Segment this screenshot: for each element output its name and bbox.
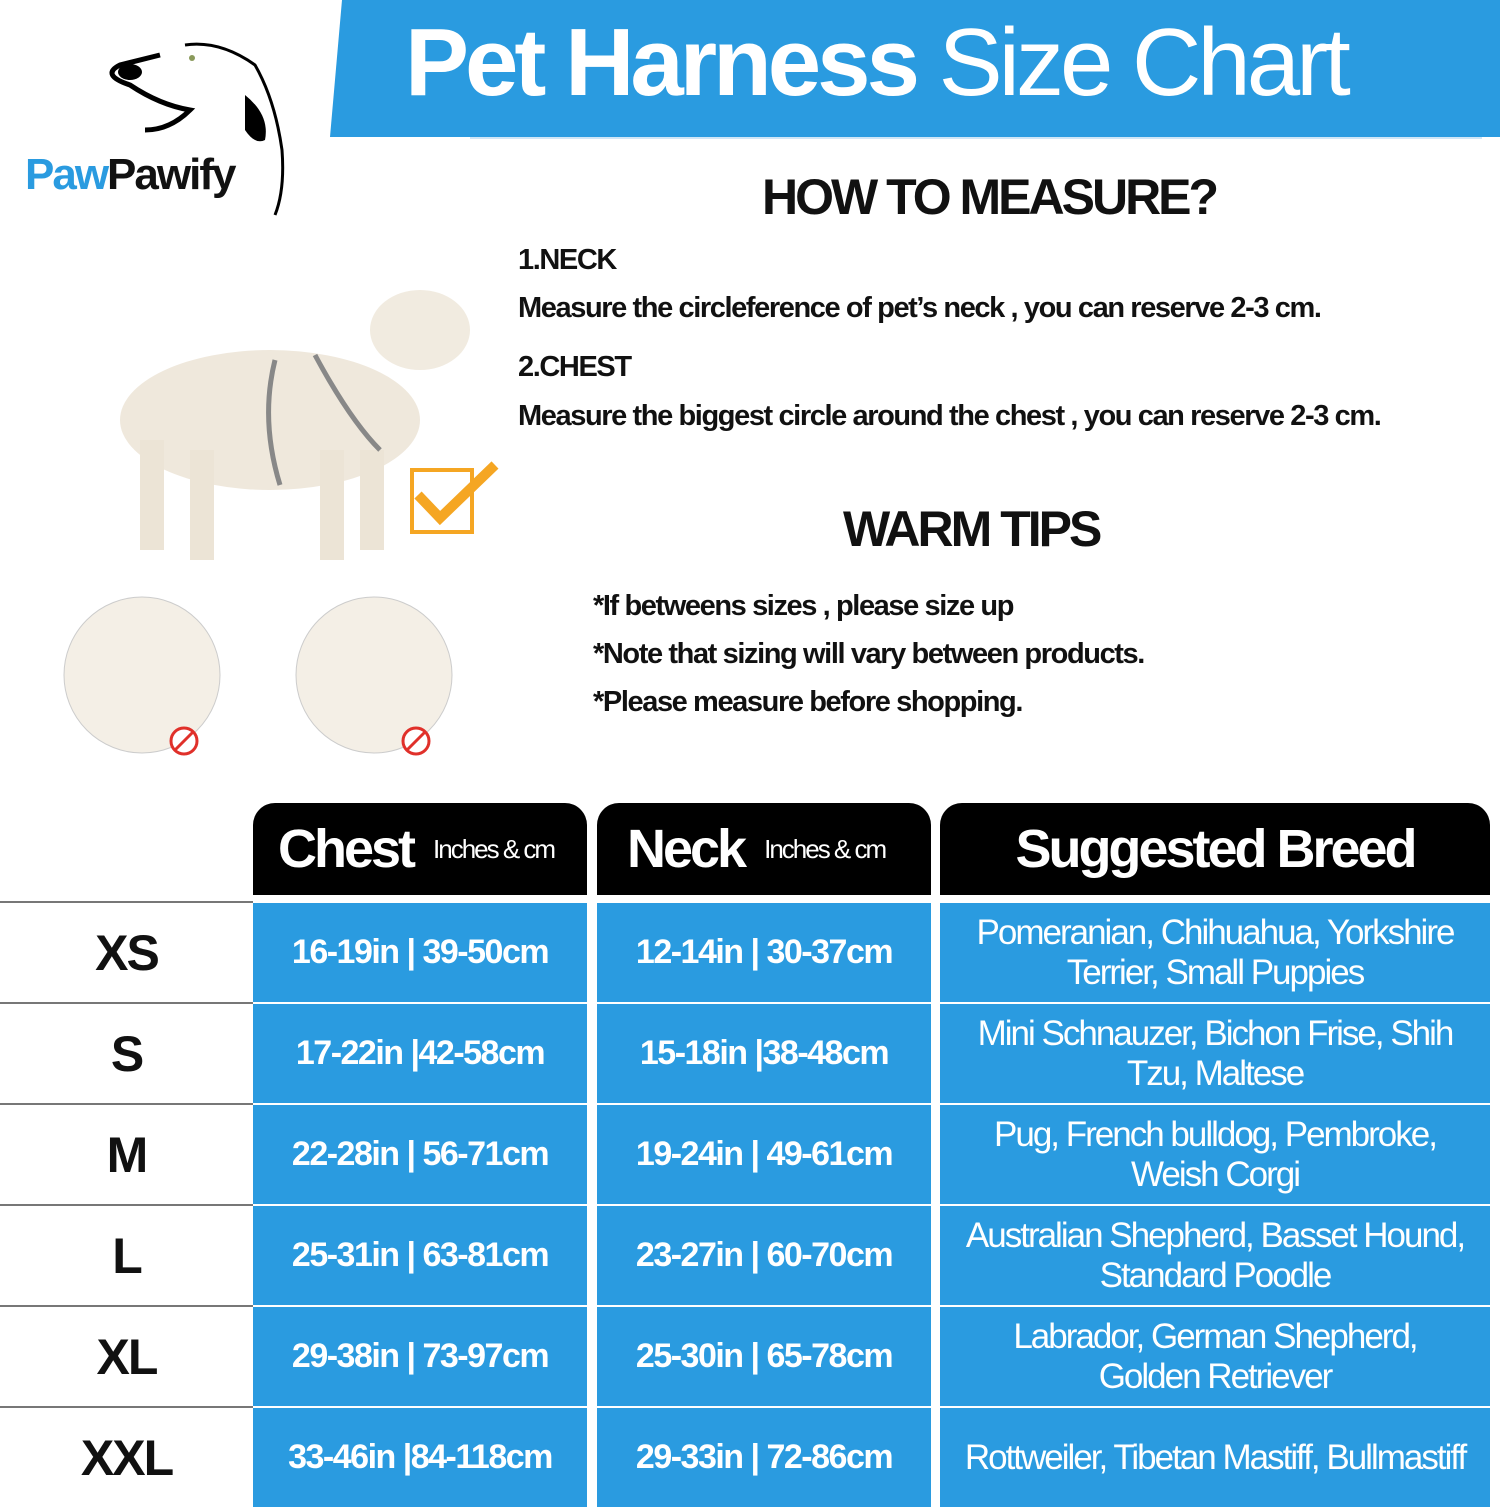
neck-text: Measure the circleference of pet’s neck … xyxy=(518,292,1322,324)
tip: *Please measure before shopping. xyxy=(593,686,1023,718)
chest-cell: 25-31in | 63-81cm xyxy=(253,1206,587,1305)
size-label: L xyxy=(0,1204,253,1305)
title-bold: Pet Harness xyxy=(405,9,920,116)
size-label: S xyxy=(0,1002,253,1103)
neck-header-label: Neck xyxy=(627,819,747,879)
breed-header-label: Suggested Breed xyxy=(1015,819,1417,879)
divider xyxy=(470,137,1482,139)
page-title: Pet Harness Size Chart xyxy=(405,8,1351,118)
brand-part1: Paw xyxy=(25,150,109,199)
chest-header: Chest Inches & cm xyxy=(253,803,587,895)
neck-cell: 19-24in | 49-61cm xyxy=(597,1105,931,1204)
neck-cell: 15-18in |38-48cm xyxy=(597,1004,931,1103)
wrong-measure-images xyxy=(63,596,453,756)
neck-unit: Inches & cm xyxy=(764,833,887,864)
chest-cell: 22-28in | 56-71cm xyxy=(253,1105,587,1204)
size-label: M xyxy=(0,1103,253,1204)
size-label: XXL xyxy=(0,1406,253,1507)
brand-part2: Pawify xyxy=(107,150,236,199)
breed-cell: Mini Schnauzer, Bichon Frise, Shih Tzu, … xyxy=(940,1004,1490,1103)
how-to-measure-heading: HOW TO MEASURE? xyxy=(762,169,1219,225)
breed-header: Suggested Breed xyxy=(940,803,1490,895)
check-icon xyxy=(414,461,499,526)
neck-label: 1.NECK xyxy=(518,244,617,276)
dog-measure-image xyxy=(120,290,499,560)
chest-header-label: Chest xyxy=(278,819,416,879)
title-light: Size Chart xyxy=(938,9,1351,116)
chest-text: Measure the biggest circle around the ch… xyxy=(518,400,1382,432)
brand-logo: PawPawify xyxy=(25,150,236,200)
chest-cell: 17-22in |42-58cm xyxy=(253,1004,587,1103)
neck-header: Neck Inches & cm xyxy=(597,803,931,895)
neck-cell: 12-14in | 30-37cm xyxy=(597,903,931,1002)
breed-cell: Pomeranian, Chihuahua, Yorkshire Terrier… xyxy=(940,903,1490,1002)
breed-cell: Australian Shepherd, Basset Hound, Stand… xyxy=(940,1206,1490,1305)
size-label: XL xyxy=(0,1305,253,1406)
dog-logo-icon xyxy=(109,42,285,216)
chest-cell: 29-38in | 73-97cm xyxy=(253,1307,587,1406)
neck-cell: 23-27in | 60-70cm xyxy=(597,1206,931,1305)
chest-cell: 33-46in |84-118cm xyxy=(253,1408,587,1507)
size-label: XS xyxy=(0,901,253,1002)
tip: *If betweens sizes , please size up xyxy=(593,590,1014,622)
warm-tips-heading: WARM TIPS xyxy=(843,501,1102,557)
breed-cell: Pug, French bulldog, Pembroke, Weish Cor… xyxy=(940,1105,1490,1204)
neck-cell: 29-33in | 72-86cm xyxy=(597,1408,931,1507)
title-banner xyxy=(330,0,1500,137)
breed-cell: Rottweiler, Tibetan Mastiff, Bullmastiff xyxy=(940,1408,1490,1507)
chest-cell: 16-19in | 39-50cm xyxy=(253,903,587,1002)
chest-label: 2.CHEST xyxy=(518,351,632,383)
tip: *Note that sizing will vary between prod… xyxy=(593,638,1145,670)
breed-cell: Labrador, German Shepherd, Golden Retrie… xyxy=(940,1307,1490,1406)
neck-cell: 25-30in | 65-78cm xyxy=(597,1307,931,1406)
chest-unit: Inches & cm xyxy=(433,833,556,864)
